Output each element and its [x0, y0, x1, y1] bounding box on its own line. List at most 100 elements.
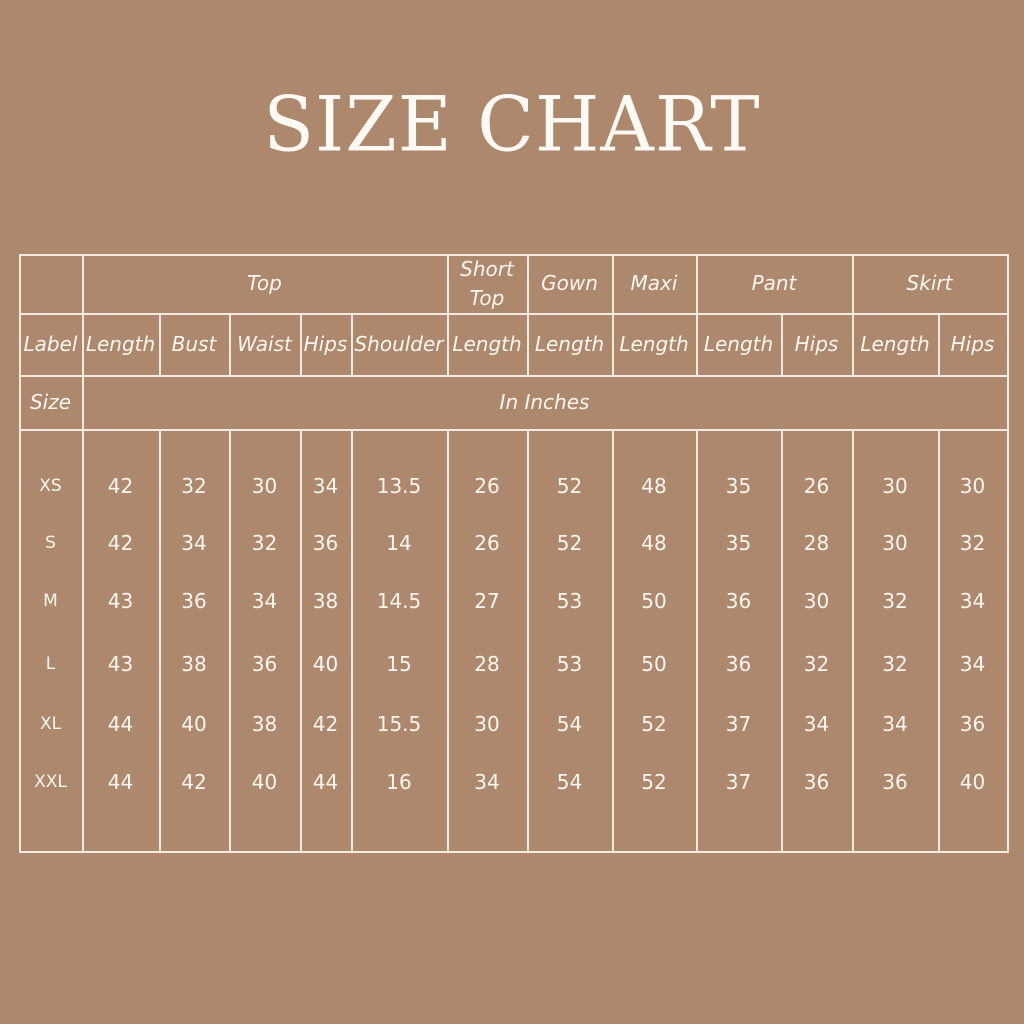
table-cell: 32 [882, 651, 908, 676]
column-header: Shoulder [354, 331, 444, 356]
table-cell: 36 [725, 651, 752, 676]
table-cell: 32 [803, 651, 830, 676]
table-cell: 40 [959, 769, 986, 794]
column-header: Length [619, 331, 689, 356]
table-cell: 44 [312, 769, 339, 794]
table-cell: 36 [181, 588, 207, 613]
table-cell: 40 [312, 651, 339, 676]
table-rule [19, 375, 1009, 377]
table-cell: 52 [641, 711, 667, 736]
size-name: L [45, 653, 56, 674]
table-cell: 53 [556, 651, 583, 676]
table-cell: 52 [641, 769, 667, 794]
page-title: SIZE CHART [263, 81, 761, 169]
column-header: Length [534, 331, 605, 356]
column-header: Waist [237, 331, 292, 356]
column-header: Length [860, 331, 930, 356]
table-cell: 38 [251, 711, 278, 736]
size-name: M [43, 590, 58, 611]
size-name: XXL [34, 771, 67, 792]
table-cell: 34 [882, 711, 908, 736]
table-rule [938, 313, 940, 375]
table-cell: 28 [474, 651, 500, 676]
column-header: Length [452, 331, 522, 356]
group-header: Pant [751, 271, 797, 295]
table-rule [229, 429, 231, 851]
table-cell: 30 [882, 530, 908, 555]
table-cell: 14.5 [376, 588, 422, 613]
table-rule [781, 429, 783, 851]
table-cell: 42 [312, 711, 339, 736]
table-cell: 26 [474, 473, 500, 498]
table-cell: 42 [107, 530, 134, 555]
table-rule [852, 429, 854, 851]
table-cell: 36 [312, 530, 339, 555]
table-cell: 32 [882, 588, 908, 613]
table-rule [938, 429, 940, 851]
table-rule [351, 429, 353, 851]
table-cell: 37 [725, 769, 752, 794]
table-cell: 42 [107, 473, 134, 498]
table-cell: 38 [312, 588, 339, 613]
table-rule [300, 429, 302, 851]
table-cell: 36 [882, 769, 908, 794]
table-rule [696, 429, 698, 851]
table-cell: 30 [803, 588, 830, 613]
column-header: Label [23, 331, 78, 356]
table-cell: 34 [474, 769, 500, 794]
size-name: S [45, 532, 56, 553]
unit-label: In Inches [499, 389, 590, 414]
table-rule [696, 254, 698, 375]
size-label: Size [29, 389, 72, 414]
table-cell: 36 [959, 711, 986, 736]
table-cell: 48 [641, 473, 667, 498]
table-cell: 42 [181, 769, 207, 794]
column-header: Hips [303, 331, 348, 356]
table-rule [300, 313, 302, 375]
column-header: Length [85, 331, 156, 356]
table-cell: 34 [803, 711, 830, 736]
table-rule [19, 851, 1009, 853]
table-cell: 38 [181, 651, 207, 676]
table-cell: 30 [882, 473, 908, 498]
table-cell: 40 [181, 711, 207, 736]
table-cell: 50 [641, 651, 667, 676]
table-cell: 13.5 [376, 473, 422, 498]
table-cell: 30 [959, 473, 986, 498]
column-header: Hips [950, 331, 995, 356]
table-rule [19, 313, 1009, 315]
table-cell: 54 [556, 769, 583, 794]
table-rule [447, 254, 449, 375]
table-cell: 15.5 [376, 711, 422, 736]
table-cell: 44 [107, 711, 134, 736]
table-rule [159, 313, 161, 375]
size-name: XL [39, 713, 62, 734]
table-cell: 37 [725, 711, 752, 736]
table-cell: 34 [312, 473, 339, 498]
table-cell: 44 [107, 769, 134, 794]
table-rule [852, 254, 854, 375]
table-cell: 34 [251, 588, 278, 613]
table-cell: 30 [251, 473, 278, 498]
table-rule [527, 254, 529, 375]
table-cell: 36 [803, 769, 830, 794]
column-header: Hips [794, 331, 839, 356]
table-cell: 32 [251, 530, 278, 555]
table-cell: 54 [556, 711, 583, 736]
table-rule [781, 313, 783, 375]
table-rule [19, 254, 21, 853]
table-cell: 40 [251, 769, 278, 794]
group-header: Skirt [906, 271, 953, 295]
table-rule [1007, 254, 1009, 853]
table-cell: 32 [181, 473, 207, 498]
size-name: XS [39, 475, 62, 496]
table-cell: 15 [386, 651, 412, 676]
table-cell: 52 [556, 473, 583, 498]
table-cell: 16 [386, 769, 412, 794]
table-cell: 34 [181, 530, 207, 555]
table-rule [612, 429, 614, 851]
table-cell: 30 [474, 711, 500, 736]
table-rule [447, 429, 449, 851]
column-header: Length [703, 331, 774, 356]
table-cell: 52 [556, 530, 583, 555]
